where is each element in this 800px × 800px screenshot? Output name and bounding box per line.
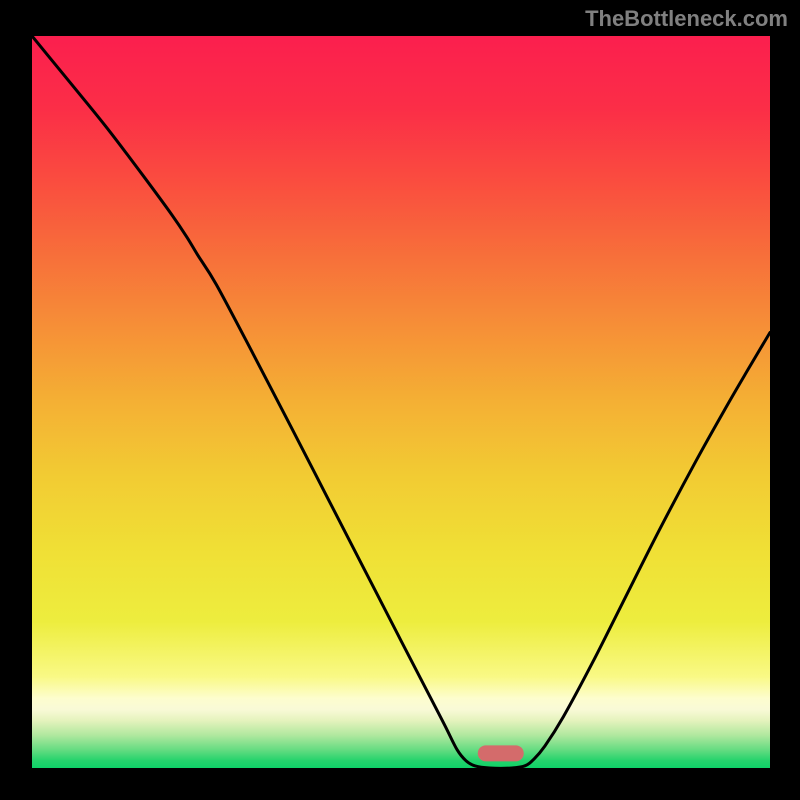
gradient-background [32,36,770,768]
plot-frame [32,36,770,768]
optimal-marker [477,746,523,761]
watermark-text: TheBottleneck.com [585,6,788,32]
chart-container: TheBottleneck.com [0,0,800,800]
